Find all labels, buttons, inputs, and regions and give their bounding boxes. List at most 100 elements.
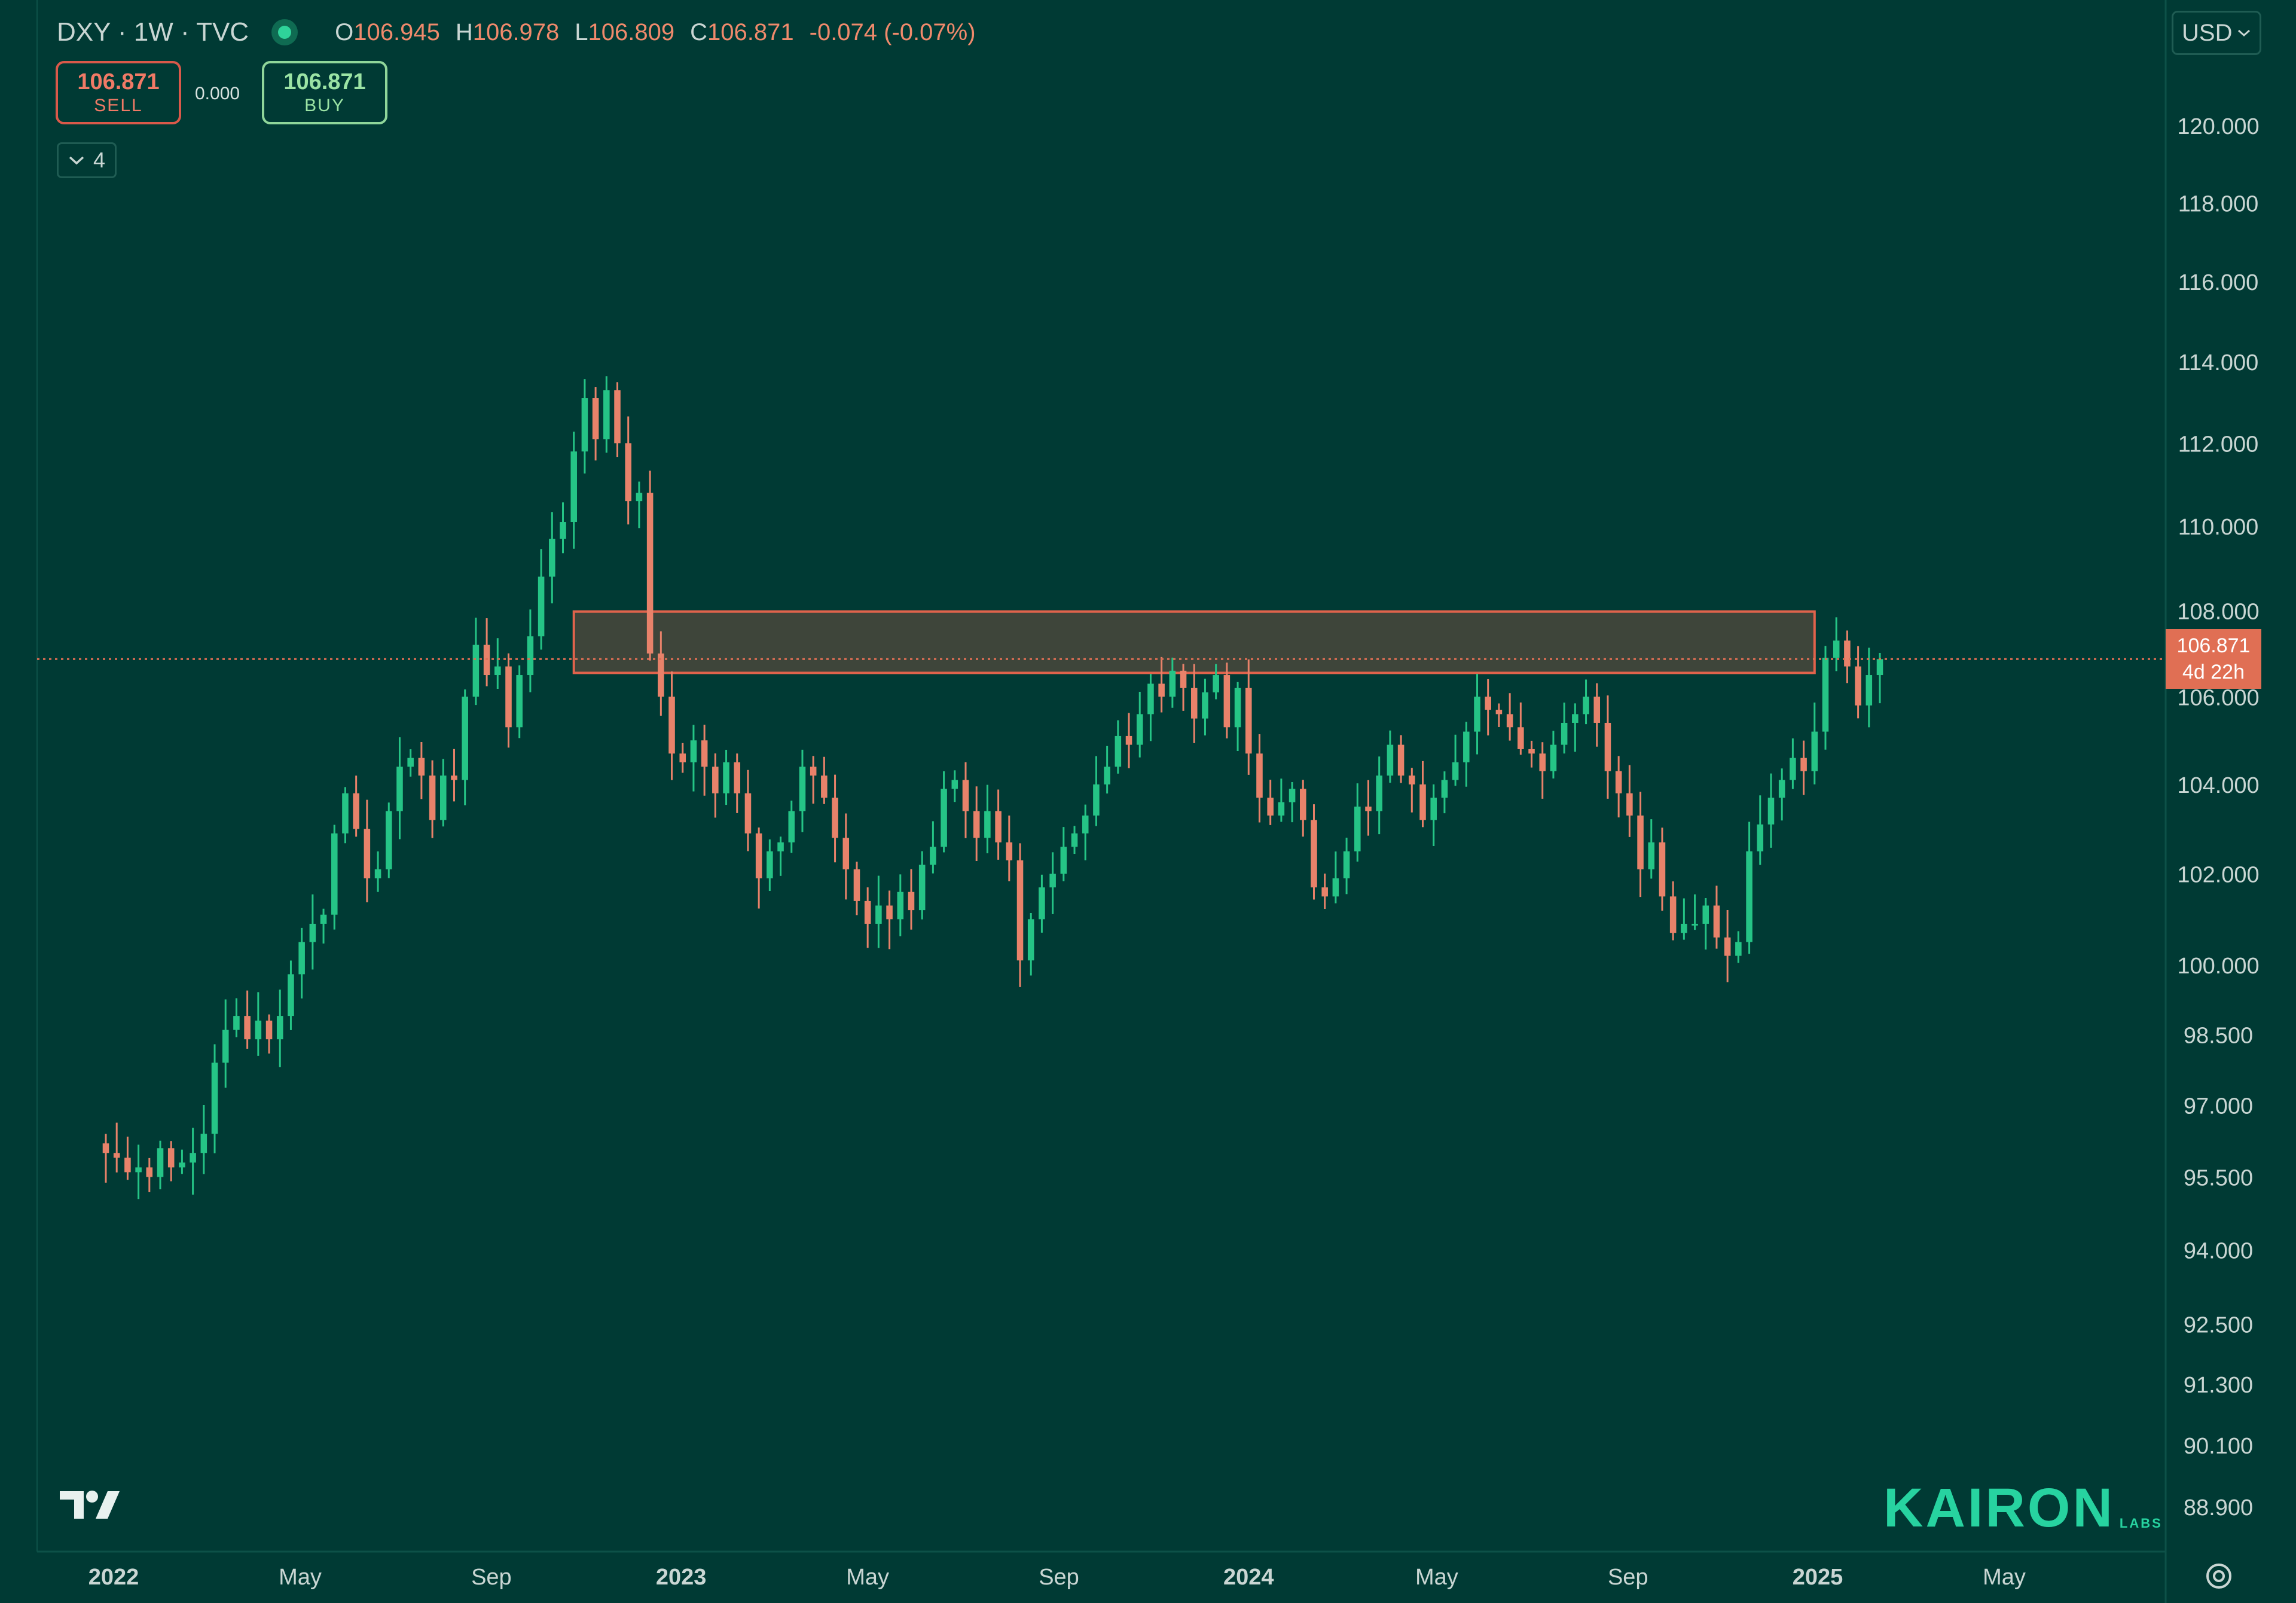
indicators-collapse-button[interactable]: 4	[57, 142, 117, 178]
candle-body	[1528, 749, 1535, 754]
symbol-title[interactable]: DXY · 1W · TVC	[57, 17, 249, 47]
candle	[538, 549, 545, 650]
candle-body	[875, 905, 882, 924]
candle	[1713, 886, 1720, 949]
candle	[211, 1044, 218, 1153]
x-tick-label: May	[846, 1565, 889, 1590]
candle-body	[1289, 789, 1296, 802]
sell-button[interactable]: 106.871 SELL	[56, 61, 181, 124]
candle	[1833, 617, 1840, 671]
candle-body	[190, 1153, 196, 1163]
candle-body	[320, 914, 327, 924]
candle-body	[788, 811, 795, 842]
candle-body	[679, 753, 686, 763]
candle	[1615, 756, 1622, 818]
buy-price: 106.871	[283, 69, 366, 94]
symbol-legend: DXY · 1W · TVC O106.945 H106.978 L106.80…	[57, 13, 976, 51]
candle-body	[614, 390, 621, 444]
high-key: H	[455, 19, 473, 45]
candle-body	[941, 789, 947, 847]
candle-body	[298, 942, 305, 975]
candle-body	[342, 793, 349, 833]
candle-body	[886, 905, 893, 920]
candle-body	[1724, 937, 1731, 956]
candle	[439, 759, 447, 827]
candle	[1572, 703, 1578, 752]
candle	[875, 875, 882, 948]
candle-body	[1713, 905, 1720, 938]
buy-button[interactable]: 106.871 BUY	[262, 61, 387, 124]
candle-body	[1311, 820, 1317, 888]
candle-body	[755, 833, 762, 879]
candle	[560, 502, 566, 554]
candle	[244, 990, 251, 1049]
candle-body	[211, 1062, 218, 1134]
resistance-zone[interactable]	[572, 610, 1816, 674]
x-tick-label: May	[279, 1565, 322, 1590]
currency-select[interactable]: USD	[2172, 11, 2261, 55]
candle	[853, 862, 860, 915]
candle	[472, 617, 480, 706]
candle	[1278, 778, 1285, 822]
candle	[1267, 780, 1274, 825]
candle	[407, 749, 414, 777]
x-tick-label: Sep	[1039, 1565, 1079, 1590]
candle-body	[1136, 714, 1143, 745]
candle-body	[1604, 722, 1611, 771]
candle	[679, 743, 686, 773]
x-tick-label: 2025	[1793, 1565, 1843, 1590]
candle	[265, 1014, 273, 1054]
candle	[462, 689, 468, 805]
candle	[364, 799, 371, 903]
y-tick-label: 104.000	[2177, 773, 2259, 798]
candle-body	[832, 798, 838, 838]
candle	[1626, 765, 1633, 837]
gear-icon[interactable]	[2203, 1561, 2234, 1592]
brand-sub: LABS	[2119, 1516, 2163, 1531]
candle	[1136, 691, 1143, 758]
candle	[701, 725, 708, 796]
candle	[1593, 683, 1601, 747]
chevron-down-icon	[2238, 29, 2250, 37]
candle	[755, 827, 762, 909]
candle-body	[897, 891, 904, 920]
candle	[233, 998, 240, 1037]
candle	[167, 1141, 175, 1181]
candle-body	[1125, 735, 1132, 745]
candle	[951, 770, 958, 802]
candle	[1430, 784, 1437, 847]
candle	[1495, 703, 1503, 727]
candle-body	[505, 666, 512, 728]
candle	[1583, 679, 1589, 725]
sell-price: 106.871	[77, 69, 160, 94]
candle	[581, 379, 588, 474]
candle	[1550, 731, 1557, 779]
candle	[353, 775, 359, 837]
y-tick-label: 98.500	[2184, 1023, 2253, 1048]
candle-body	[1267, 798, 1274, 816]
candle	[1256, 734, 1263, 823]
candle-body	[222, 1030, 229, 1063]
candle	[1474, 673, 1480, 755]
y-tick-label: 120.000	[2177, 114, 2259, 139]
candle	[255, 992, 262, 1056]
tradingview-logo-icon[interactable]	[60, 1489, 122, 1525]
candle-body	[364, 829, 371, 879]
candle-body	[527, 636, 534, 676]
candle-body	[1778, 780, 1785, 798]
candle-body	[1071, 833, 1078, 847]
candle-body	[255, 1020, 262, 1040]
candle	[1767, 773, 1775, 848]
y-tick-label: 108.000	[2177, 599, 2259, 624]
x-tick-label: Sep	[1608, 1565, 1648, 1590]
candle	[658, 631, 664, 716]
candle	[1561, 703, 1568, 754]
candle	[886, 890, 893, 949]
candle-body	[592, 398, 599, 439]
candle-body	[451, 775, 457, 780]
candle	[1180, 664, 1187, 711]
ohlc-values: O106.945 H106.978 L106.809 C106.871	[335, 19, 794, 46]
candle-body	[1692, 923, 1698, 926]
candle	[1855, 646, 1861, 719]
